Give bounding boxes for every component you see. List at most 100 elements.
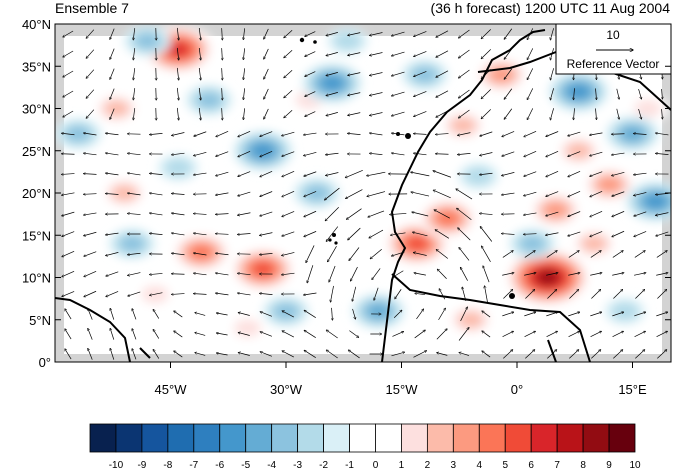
wind-vector [348,72,361,76]
wind-vector [460,307,468,322]
wind-vector [590,251,601,258]
wind-vector [106,173,119,176]
wind-vector [480,131,493,136]
colorbar-swatch [375,423,402,453]
wind-vector [346,208,362,220]
wind-vector [524,191,537,196]
wind-vector [133,108,136,120]
wind-vector [133,48,136,60]
wind-vector [414,111,427,116]
positive-anomaly [634,99,662,118]
wind-vector [458,228,471,241]
wind-vector [596,108,597,119]
negative-anomaly [334,31,362,50]
positive-anomaly [539,271,557,284]
wind-vector [370,32,383,36]
colorbar-label: 10 [629,460,641,471]
wind-vector [596,88,597,99]
wind-vector [150,173,163,174]
wind-vector [172,213,185,216]
wind-vector [481,49,491,58]
wind-vector [305,71,316,77]
wind-vector [459,49,470,58]
colorbar-swatch [478,423,506,453]
wind-vector [436,329,447,340]
wind-vector [436,134,449,135]
azores-island [299,37,305,43]
colorbar-label: 8 [580,460,586,471]
wind-vector [634,273,646,276]
wind-vector [458,153,471,154]
wind-vector [326,350,338,359]
colorbar-swatch [530,423,558,453]
wind-vector [304,191,317,196]
missing-data-bottom [55,354,671,362]
positive-anomaly [544,202,567,218]
wind-vector [546,251,557,258]
positive-anomaly [490,67,513,82]
wind-vector [304,210,317,216]
wind-vector [414,31,427,36]
wind-vector [415,293,426,294]
wind-vector [634,211,647,216]
wind-vector [332,307,333,320]
wind-vector [238,171,251,177]
wind-vector [392,332,403,337]
wind-vector [546,312,557,317]
wind-vector [238,130,251,136]
wind-vector [238,150,251,156]
wind-vector [504,28,513,39]
wind-vector [194,233,207,236]
lon-label: 15°E [618,382,647,397]
wind-vector [282,331,295,338]
wind-vector [194,172,207,175]
wind-vector [503,350,512,359]
wind-vector [62,192,75,195]
wind-vector [481,29,491,38]
wind-vector [524,331,536,338]
colorbar-label: -5 [241,460,250,471]
colorbar-swatch [504,423,532,453]
wind-vector [326,72,338,75]
wind-vector [459,69,470,78]
positive-anomaly [451,117,475,134]
wind-vector [84,231,97,236]
wind-vector [63,70,74,77]
wind-vector [459,352,470,356]
negative-anomaly [274,303,298,320]
wind-vector [502,234,515,235]
wind-vector [414,153,427,156]
wind-vector [282,190,295,196]
wind-vector [612,211,625,216]
wind-vector [128,193,141,196]
wind-vector [194,131,207,136]
positive-anomaly [253,262,273,276]
wind-vector [150,292,163,296]
wind-vector [612,171,625,175]
colorbar-swatch [452,423,480,453]
wind-vector [62,174,75,175]
wind-vector [63,110,74,117]
wind-vector [370,153,383,156]
lat-label: 5°N [29,313,51,328]
wind-vector [656,153,669,154]
wind-vector [527,88,534,99]
wind-vector [348,32,361,36]
wind-vector [436,250,449,259]
wind-vector [284,69,293,78]
wind-vector [84,133,97,136]
wind-vector [62,211,75,216]
wind-vector [569,289,578,299]
wind-vector [222,68,223,80]
wind-vector [550,68,554,80]
wind-vector [662,109,663,119]
colorbar-swatch [271,423,299,453]
wind-vector [62,270,75,276]
wind-vector [634,331,646,338]
colorbar-label: 4 [477,460,483,471]
negative-anomaly [120,235,144,252]
colorbar-label: 1 [399,460,405,471]
wind-vector [656,231,669,236]
wind-vector [482,331,491,338]
colorbar-label: -9 [137,460,146,471]
